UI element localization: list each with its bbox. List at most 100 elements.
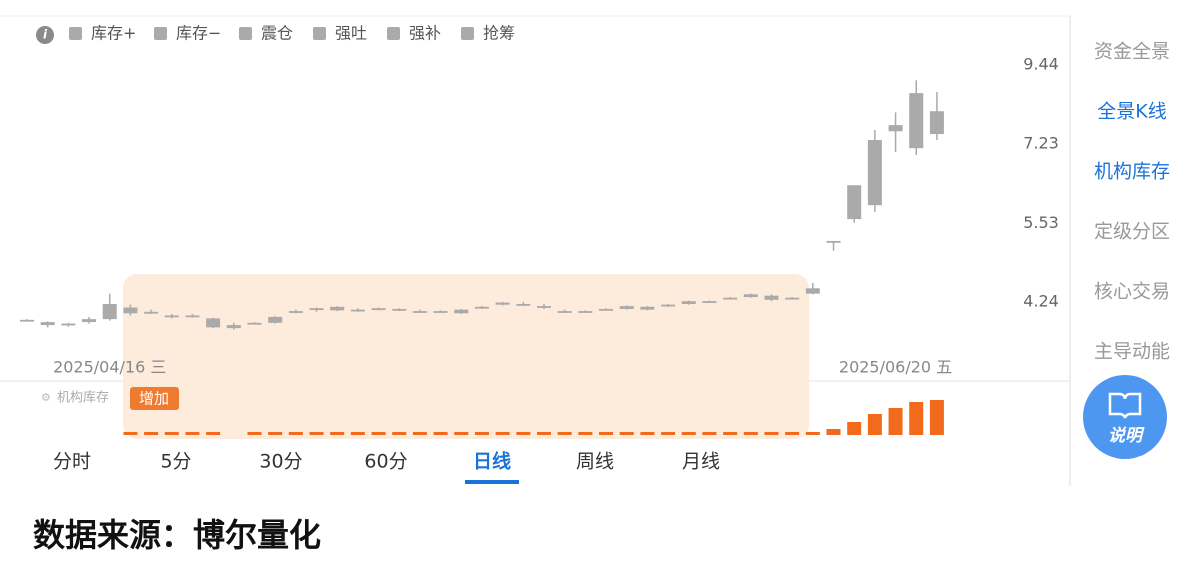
legend-swatch (154, 27, 167, 40)
legend-swatch (239, 27, 252, 40)
x-label: 2025/06/20 五 (839, 358, 952, 377)
inventory-dash (743, 432, 758, 435)
info-icon[interactable] (36, 26, 54, 44)
candle-body (371, 308, 386, 311)
inventory-bar (888, 408, 903, 435)
y-tick-label: 7.23 (1023, 134, 1059, 153)
inventory-dash (268, 432, 283, 435)
inventory-dash (805, 432, 820, 435)
candle-body (392, 308, 407, 311)
inventory-bar (867, 414, 882, 435)
candle-body (557, 311, 572, 313)
inventory-dash (309, 432, 324, 435)
tab[interactable]: 日线 (473, 450, 511, 473)
gear-icon: ⚙ (41, 391, 51, 404)
candle-body (888, 125, 903, 132)
tab[interactable]: 5分 (160, 451, 191, 473)
inventory-dash (412, 432, 427, 435)
sidebar-item[interactable]: 机构库存 (1094, 161, 1170, 183)
candle-body (185, 315, 200, 318)
legend-swatch (387, 27, 400, 40)
candle-body (82, 319, 97, 323)
inventory-dash (247, 432, 262, 435)
candle-body (826, 240, 841, 243)
legend-label: 震仓 (261, 24, 293, 43)
tab-underline (465, 480, 519, 484)
inventory-dash (185, 432, 200, 435)
tab[interactable]: 周线 (576, 451, 614, 473)
inventory-dash (206, 432, 221, 435)
legend-label: 强补 (409, 24, 441, 43)
inventory-dash (371, 432, 386, 435)
candle-body (309, 308, 324, 311)
sidebar-item[interactable]: 核心交易 (1094, 281, 1170, 303)
y-tick-label: 4.24 (1023, 291, 1059, 310)
legend-swatch (69, 27, 82, 40)
candle-body (268, 316, 283, 323)
candle-body (847, 185, 862, 220)
inventory-bar (847, 422, 862, 435)
inventory-dash (785, 432, 800, 435)
inventory-dash (640, 432, 655, 435)
legend-swatch (313, 27, 326, 40)
candle-body (909, 93, 924, 149)
legend-swatch (461, 27, 474, 40)
inventory-dash (454, 432, 469, 435)
help-label[interactable]: 说明 (1108, 426, 1145, 446)
tab[interactable]: 月线 (682, 451, 720, 473)
sidebar-item[interactable]: 主导动能 (1094, 341, 1170, 363)
candle-body (764, 295, 779, 300)
candle-body (454, 309, 469, 314)
candle-body (516, 303, 531, 306)
inventory-title: 机构库存 (57, 390, 109, 406)
candle-body (474, 306, 489, 309)
candle-body (412, 311, 427, 313)
candle-body (206, 318, 221, 328)
inventory-dash (578, 432, 593, 435)
inventory-dash (495, 432, 510, 435)
candle-body (61, 323, 76, 326)
inventory-dash (661, 432, 676, 435)
book-icon (1108, 392, 1142, 419)
candle-body (929, 111, 944, 135)
candle-body (350, 309, 365, 312)
range-highlight (123, 274, 809, 439)
candle-body (537, 306, 551, 308)
candle-body (619, 306, 634, 309)
inventory-dash (619, 432, 634, 435)
inventory-dash (764, 432, 779, 435)
inventory-dash (392, 432, 407, 435)
tab[interactable]: 分时 (53, 451, 91, 473)
tab[interactable]: 30分 (259, 451, 302, 473)
candle-body (123, 307, 138, 314)
legend-label: 强吐 (335, 24, 367, 43)
y-tick-label: 5.53 (1023, 213, 1059, 232)
tab[interactable]: 60分 (364, 451, 407, 473)
candle-body (599, 308, 614, 311)
candle-body (20, 319, 34, 322)
sidebar-item[interactable]: 全景K线 (1097, 101, 1166, 123)
candle-body (805, 288, 820, 294)
inventory-dash (474, 432, 489, 435)
candle-body (578, 311, 593, 313)
candle-body (640, 306, 655, 310)
inventory-dash (288, 432, 303, 435)
inventory-dash (681, 432, 696, 435)
candle-body (40, 322, 55, 326)
inventory-bar (826, 429, 841, 435)
tag-box (130, 387, 179, 410)
inventory-dash (702, 432, 717, 435)
x-label: 2025/04/16 三 (53, 358, 166, 377)
candle-body (867, 140, 882, 206)
candle-body (144, 311, 159, 314)
footer: 数据来源：博尔量化 (33, 516, 321, 554)
y-tick-label: 9.44 (1023, 55, 1059, 74)
sidebar-item[interactable]: 定级分区 (1094, 221, 1170, 243)
inventory-dash (350, 432, 365, 435)
legend-label: 库存− (176, 24, 221, 43)
candle-body (247, 322, 262, 325)
candle-body (702, 301, 717, 303)
sidebar-item[interactable]: 资金全景 (1094, 41, 1170, 63)
